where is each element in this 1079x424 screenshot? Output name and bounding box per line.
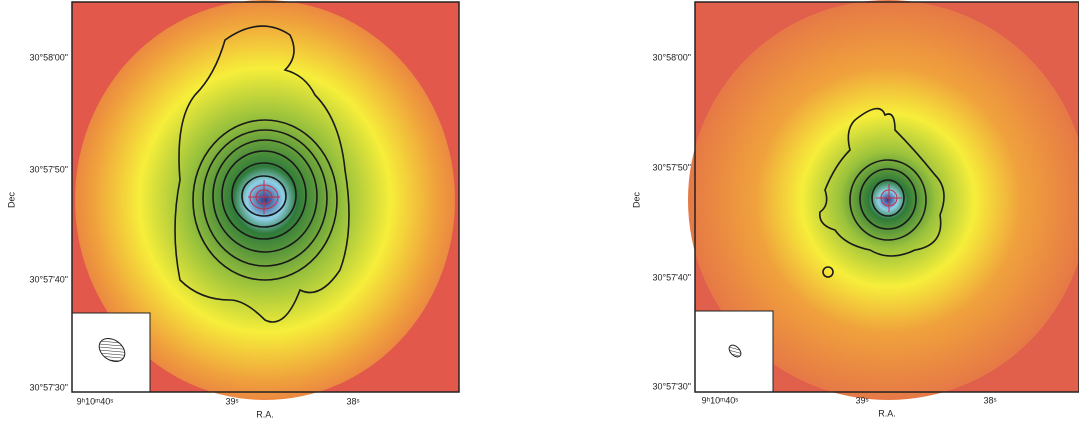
y-tick-label: 30°57'40": [29, 274, 68, 284]
frame: [694, 1, 1079, 393]
x-axis-label: R.A.: [256, 409, 274, 419]
contour: [174, 25, 350, 323]
y-tick-label: 30°57'30": [29, 382, 68, 392]
x-tick-label: 9ʰ10ᵐ40ˢ: [702, 395, 739, 405]
x-tick-label: 39ˢ: [225, 396, 238, 406]
y-tick-label: 30°58'00": [652, 52, 691, 62]
contour: [221, 150, 307, 240]
contour: [192, 119, 338, 281]
beam: [98, 338, 126, 362]
contour: [231, 162, 297, 228]
beam: [728, 344, 742, 358]
x-tick-label: 38ˢ: [983, 395, 996, 405]
frame: [71, 1, 460, 393]
x-tick-label: 38ˢ: [346, 396, 359, 406]
y-tick-label: 30°57'50": [29, 164, 68, 174]
emission-map: [688, 0, 1079, 400]
contour: [818, 107, 945, 257]
contour: [859, 168, 917, 230]
contour: [241, 175, 287, 217]
y-axis-label: Dec: [6, 192, 16, 209]
emission-map: [75, 0, 455, 400]
x-axis-label: R.A.: [878, 408, 896, 418]
y-tick-label: 30°57'50": [652, 162, 691, 172]
panel: 30°58'00" 30°57'50" 30°57'40" 30°57'30" …: [6, 0, 460, 419]
y-tick-label: 30°58'00": [29, 52, 68, 62]
contour: [212, 139, 318, 253]
x-tick-label: 39ˢ: [855, 395, 868, 405]
y-tick-label: 30°57'30": [652, 381, 691, 391]
panel: 30°58'00" 30°57'50" 30°57'40" 30°57'30" …: [631, 0, 1079, 418]
contour: [202, 129, 328, 267]
y-axis-label: Dec: [631, 192, 641, 209]
x-tick-label: 9ʰ10ᵐ40ˢ: [77, 396, 114, 406]
contour: [822, 266, 834, 278]
contour: [871, 179, 905, 217]
contour: [849, 159, 927, 241]
y-tick-label: 30°57'40": [652, 272, 691, 282]
